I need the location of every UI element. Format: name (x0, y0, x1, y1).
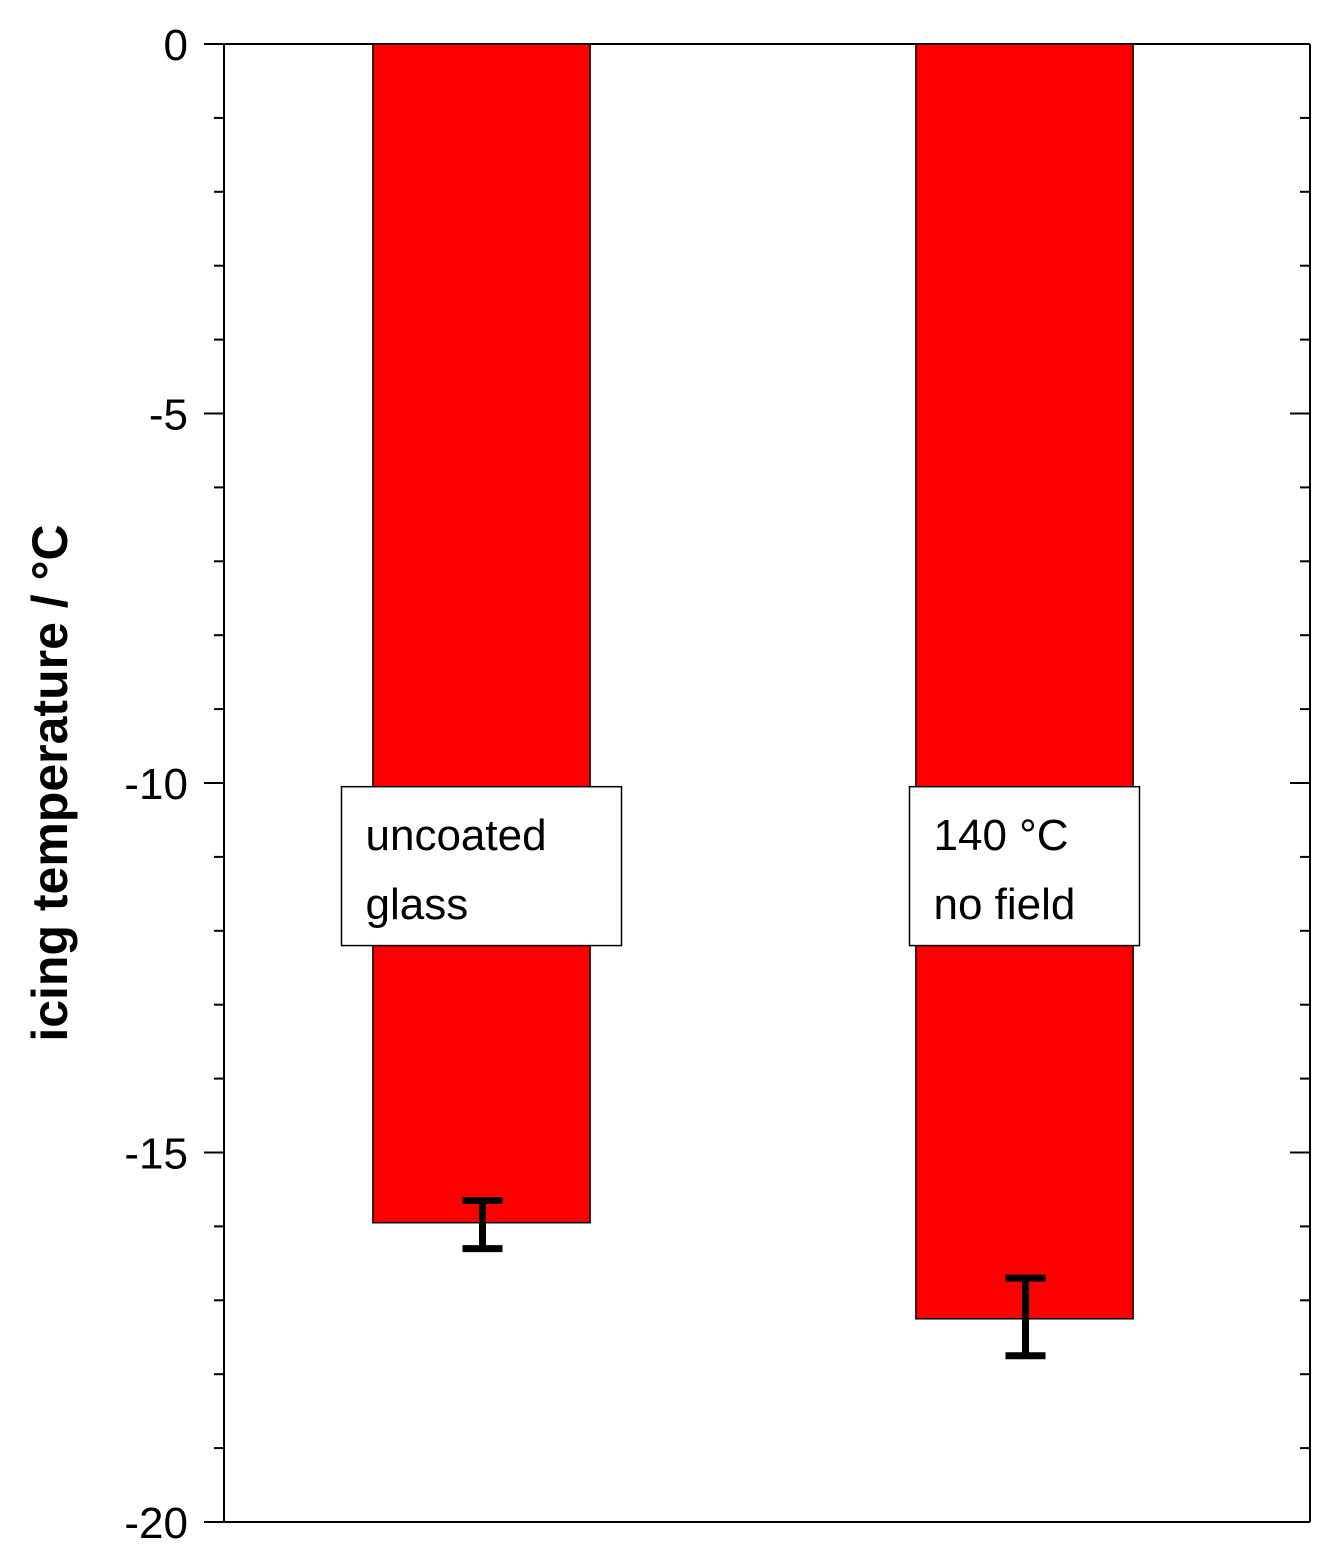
y-tick-label: -10 (124, 760, 188, 809)
bar-label-text: no field (934, 880, 1076, 929)
y-tick-label: -5 (149, 391, 188, 440)
y-tick-label: -20 (124, 1499, 188, 1548)
bar-label-text: glass (366, 880, 469, 929)
bar-label-box (340, 785, 623, 947)
bar-labels: uncoated glass 140 °C no field (340, 785, 1141, 947)
y-ticks: 0 -5 -10 -15 -20 (124, 21, 1310, 1548)
y-tick-label: 0 (164, 21, 188, 70)
bar-label-text: 140 °C (934, 811, 1069, 860)
bar-label-text: uncoated (366, 811, 547, 860)
error-bars (462, 1197, 1046, 1360)
bars (372, 43, 1134, 1320)
bar (372, 43, 591, 1224)
y-axis-title: icing temperature / °C (22, 524, 78, 1041)
bar-label-box (908, 785, 1141, 947)
bar (915, 43, 1134, 1320)
y-tick-label: -15 (124, 1130, 188, 1179)
